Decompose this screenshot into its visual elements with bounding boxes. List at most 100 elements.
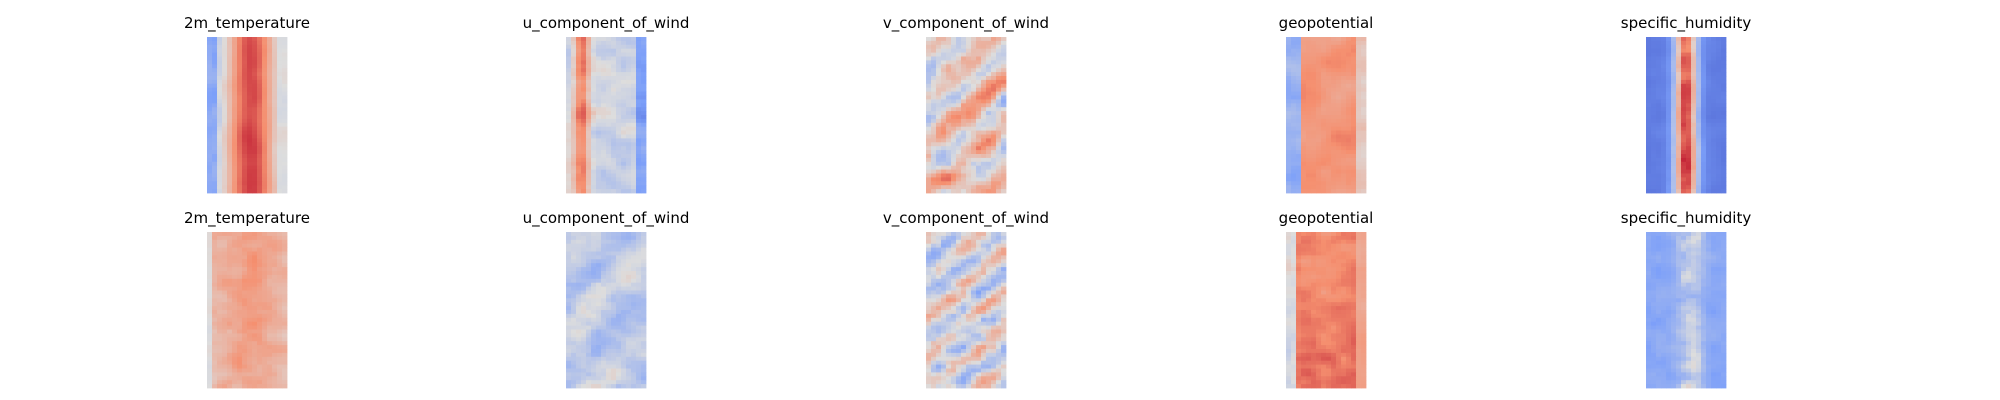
heatmap-cell xyxy=(971,44,977,50)
heatmap-cell xyxy=(986,115,992,120)
heatmap-cell xyxy=(591,321,597,326)
heatmap-cell xyxy=(606,271,612,276)
heatmap-cell xyxy=(1346,44,1352,50)
heatmap-cell xyxy=(951,165,957,170)
heatmap-cell xyxy=(1001,107,1007,112)
heatmap-cell xyxy=(976,115,982,120)
heatmap-cell xyxy=(631,263,637,268)
heatmap-cell xyxy=(641,329,647,334)
heatmap-cell xyxy=(571,56,577,61)
heatmap-cell xyxy=(961,68,967,73)
heatmap-cell xyxy=(272,345,278,350)
heatmap-cell xyxy=(1711,40,1717,46)
heatmap-cell xyxy=(586,345,592,350)
heatmap-cell xyxy=(222,251,228,256)
heatmap-cell xyxy=(626,325,632,330)
heatmap-cell xyxy=(1341,115,1347,120)
heatmap-cell xyxy=(946,52,952,57)
heatmap-cell xyxy=(247,177,253,182)
heatmap-cell xyxy=(217,337,223,342)
heatmap-cell xyxy=(966,302,972,307)
heatmap-cell xyxy=(257,310,263,315)
heatmap-cell xyxy=(1331,185,1337,190)
heatmap-cell xyxy=(971,239,977,245)
heatmap-cell xyxy=(252,48,258,53)
heatmap-cell xyxy=(931,173,937,178)
heatmap-cell xyxy=(936,232,942,237)
heatmap-cell xyxy=(601,122,607,128)
heatmap-cell xyxy=(966,72,972,77)
heatmap-cell xyxy=(212,251,218,256)
heatmap-cell xyxy=(931,235,937,241)
heatmap-cell xyxy=(926,134,932,139)
heatmap-cell xyxy=(227,150,233,155)
heatmap-cell xyxy=(571,271,577,276)
heatmap-cell xyxy=(601,263,607,268)
heatmap-cell xyxy=(212,60,218,65)
heatmap-cell xyxy=(267,142,273,147)
heatmap-cell xyxy=(1361,103,1367,108)
heatmap-cell xyxy=(272,255,278,260)
heatmap-cell xyxy=(267,345,273,350)
heatmap-cell xyxy=(1716,185,1722,190)
heatmap-cell xyxy=(282,263,288,268)
heatmap-cell xyxy=(232,278,238,284)
heatmap-cell xyxy=(631,72,637,77)
heatmap-cell xyxy=(931,87,937,92)
heatmap-cell xyxy=(227,173,233,178)
heatmap-cell xyxy=(1316,134,1322,139)
heatmap-cell xyxy=(636,103,642,108)
heatmap-cell xyxy=(626,286,632,291)
heatmap-cell xyxy=(227,126,233,131)
heatmap-cell xyxy=(1671,111,1677,116)
heatmap-cell xyxy=(252,317,258,323)
heatmap-cell xyxy=(946,282,952,287)
heatmap-cell xyxy=(252,103,258,108)
heatmap-cell xyxy=(946,286,952,291)
heatmap-cell xyxy=(581,138,587,143)
heatmap-cell xyxy=(616,60,622,65)
heatmap-cell xyxy=(956,185,962,190)
heatmap-cell xyxy=(217,282,223,287)
heatmap-cell xyxy=(227,111,233,116)
heatmap-cell xyxy=(596,79,602,85)
heatmap-cell xyxy=(272,185,278,190)
heatmap-cell xyxy=(257,37,263,42)
heatmap-cell xyxy=(626,364,632,369)
heatmap-cell xyxy=(986,333,992,338)
heatmap-cell xyxy=(566,255,572,260)
heatmap-cell xyxy=(1351,122,1357,128)
heatmap-cell xyxy=(1656,181,1662,186)
heatmap-cell xyxy=(1661,142,1667,147)
heatmap-cell xyxy=(956,325,962,330)
heatmap-cell xyxy=(611,337,617,342)
heatmap-cell xyxy=(207,352,213,358)
heatmap-cell xyxy=(981,99,987,104)
heatmap-cell xyxy=(1671,72,1677,77)
heatmap-cell xyxy=(616,146,622,151)
heatmap-cell xyxy=(941,87,947,92)
heatmap-cell xyxy=(1311,64,1317,69)
heatmap-cell xyxy=(262,243,268,248)
heatmap-cell xyxy=(961,72,967,77)
heatmap-cell xyxy=(227,310,233,315)
heatmap-cell xyxy=(272,79,278,85)
heatmap-cell xyxy=(596,321,602,326)
heatmap-cell xyxy=(631,286,637,291)
heatmap-cell xyxy=(576,161,582,167)
heatmap-cell xyxy=(976,310,982,315)
heatmap-cell xyxy=(1346,79,1352,85)
heatmap-cell xyxy=(631,157,637,163)
heatmap-cell xyxy=(247,60,253,65)
heatmap-cell xyxy=(1316,115,1322,120)
heatmap-cell xyxy=(591,122,597,128)
heatmap-cell xyxy=(277,352,283,358)
heatmap-cell xyxy=(566,232,572,237)
heatmap-cell xyxy=(212,321,218,326)
heatmap-cell xyxy=(207,255,213,260)
heatmap-cell xyxy=(961,52,967,57)
heatmap-cell xyxy=(1316,48,1322,53)
heatmap-cell xyxy=(976,259,982,264)
heatmap-cell xyxy=(247,286,253,291)
heatmap-cell xyxy=(616,99,622,104)
